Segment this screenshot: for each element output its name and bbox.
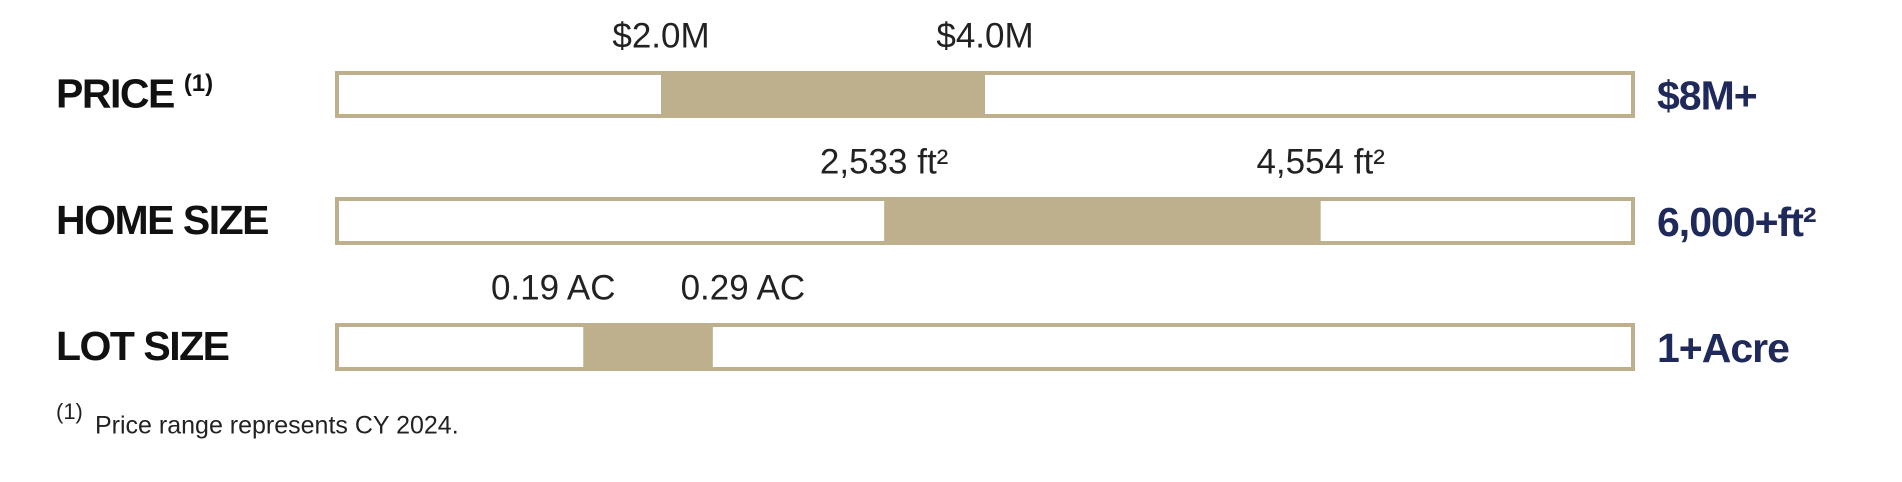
- category-label: HOME SIZE: [56, 197, 268, 243]
- value-label: 4,554 ft²: [1256, 142, 1384, 181]
- category-label: PRICE: [56, 70, 174, 116]
- end-label: $8M+: [1657, 72, 1757, 118]
- end-label: 6,000+ft²: [1657, 199, 1816, 245]
- end-label: 1+Acre: [1657, 325, 1789, 371]
- footnote-marker: (1): [56, 399, 83, 424]
- value-label: $4.0M: [936, 16, 1033, 55]
- value-label: 0.29 AC: [681, 268, 806, 307]
- value-label: 2,533 ft²: [820, 142, 948, 181]
- track: [335, 323, 1635, 371]
- category-label: LOT SIZE: [56, 323, 229, 369]
- value-label: $2.0M: [612, 16, 709, 55]
- category-note: (1): [184, 70, 213, 97]
- footnote: Price range represents CY 2024.: [95, 412, 459, 440]
- range: [583, 327, 713, 367]
- range: [661, 75, 985, 114]
- value-label: 0.19 AC: [491, 268, 616, 307]
- range: [884, 201, 1321, 241]
